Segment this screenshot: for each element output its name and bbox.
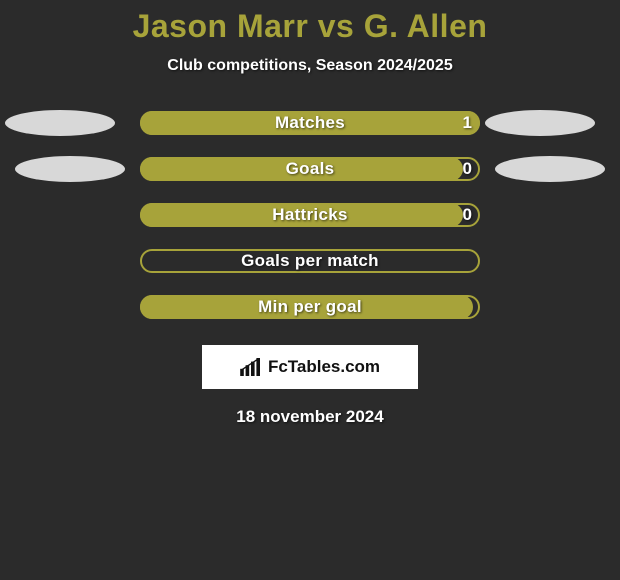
stat-value-right: 1 [463, 111, 472, 135]
stat-bar: Goals per match [140, 249, 480, 273]
stat-row: Goals0 [0, 157, 620, 181]
stat-value-right: 0 [463, 203, 472, 227]
stat-bar: Matches1 [140, 111, 480, 135]
logo-badge: FcTables.com [202, 345, 418, 389]
stat-label: Min per goal [140, 295, 480, 319]
stat-label: Goals [140, 157, 480, 181]
stat-bar: Goals0 [140, 157, 480, 181]
comparison-chart: Jason Marr vs G. Allen Club competitions… [0, 0, 620, 427]
logo-text: FcTables.com [268, 357, 380, 377]
stat-row: Goals per match [0, 249, 620, 273]
player-left-marker [15, 156, 125, 182]
player-left-marker [5, 110, 115, 136]
stat-bar: Hattricks0 [140, 203, 480, 227]
stat-rows: Matches1Goals0Hattricks0Goals per matchM… [0, 111, 620, 319]
stat-row: Hattricks0 [0, 203, 620, 227]
stat-value-right: 0 [463, 157, 472, 181]
stat-bar: Min per goal [140, 295, 480, 319]
stat-label: Matches [140, 111, 480, 135]
stat-row: Matches1 [0, 111, 620, 135]
player-right-marker [485, 110, 595, 136]
stat-row: Min per goal [0, 295, 620, 319]
bars-icon [240, 358, 262, 376]
date-label: 18 november 2024 [0, 407, 620, 427]
stat-label: Hattricks [140, 203, 480, 227]
subtitle: Club competitions, Season 2024/2025 [0, 57, 620, 75]
stat-label: Goals per match [140, 249, 480, 273]
player-right-marker [495, 156, 605, 182]
page-title: Jason Marr vs G. Allen [0, 8, 620, 45]
